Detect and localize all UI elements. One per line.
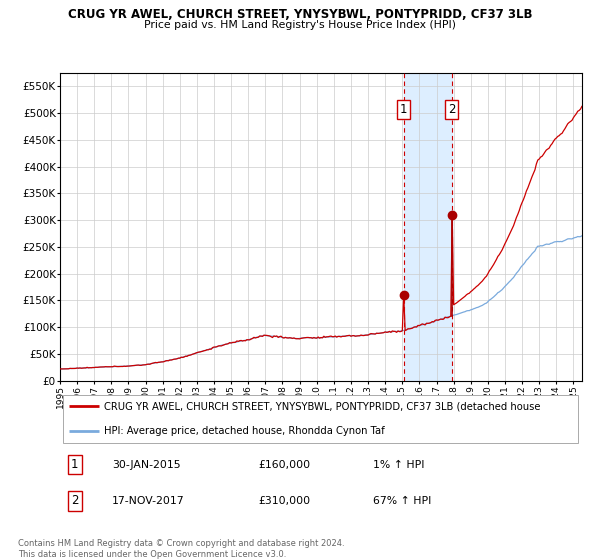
Text: HPI: Average price, detached house, Rhondda Cynon Taf: HPI: Average price, detached house, Rhon… xyxy=(104,426,385,436)
Text: 1: 1 xyxy=(71,458,79,471)
Text: Price paid vs. HM Land Registry's House Price Index (HPI): Price paid vs. HM Land Registry's House … xyxy=(144,20,456,30)
Text: 2: 2 xyxy=(448,103,455,116)
Text: £160,000: £160,000 xyxy=(259,460,310,470)
Text: £310,000: £310,000 xyxy=(259,496,310,506)
Text: CRUG YR AWEL, CHURCH STREET, YNYSYBWL, PONTYPRIDD, CF37 3LB (detached house: CRUG YR AWEL, CHURCH STREET, YNYSYBWL, P… xyxy=(104,402,541,412)
Bar xyxy=(404,73,452,381)
Text: 30-JAN-2015: 30-JAN-2015 xyxy=(112,460,181,470)
Text: 67% ↑ HPI: 67% ↑ HPI xyxy=(373,496,431,506)
Text: 2: 2 xyxy=(71,494,79,507)
Text: Contains HM Land Registry data © Crown copyright and database right 2024.
This d: Contains HM Land Registry data © Crown c… xyxy=(18,539,344,559)
Text: 1% ↑ HPI: 1% ↑ HPI xyxy=(373,460,425,470)
Text: 17-NOV-2017: 17-NOV-2017 xyxy=(112,496,185,506)
FancyBboxPatch shape xyxy=(62,395,578,442)
Text: CRUG YR AWEL, CHURCH STREET, YNYSYBWL, PONTYPRIDD, CF37 3LB: CRUG YR AWEL, CHURCH STREET, YNYSYBWL, P… xyxy=(68,8,532,21)
Text: 1: 1 xyxy=(400,103,407,116)
